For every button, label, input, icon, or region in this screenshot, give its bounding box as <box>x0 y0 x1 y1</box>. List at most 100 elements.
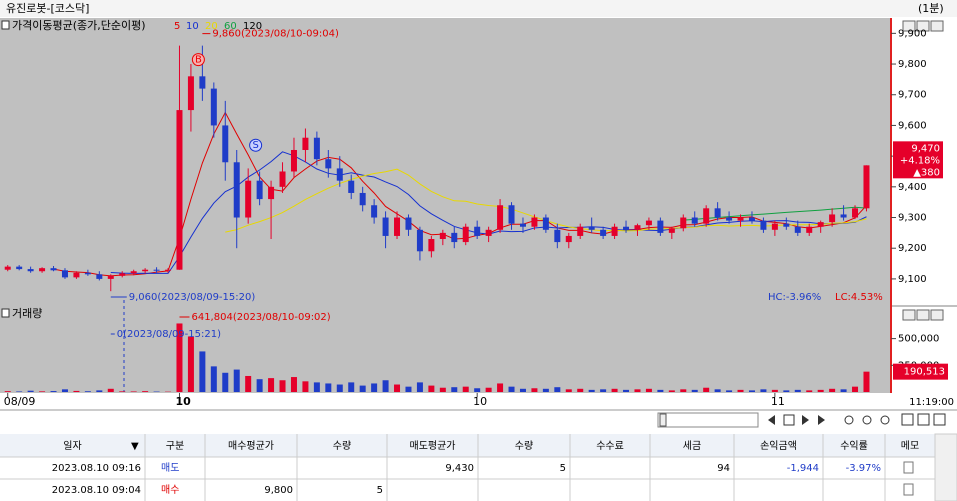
candle-body <box>233 162 240 218</box>
y-tick-label: 9,700 <box>898 90 927 101</box>
volume-bar <box>439 387 446 392</box>
candle-body <box>577 226 584 236</box>
candle-body <box>485 229 492 236</box>
column-header: 세금 <box>683 440 701 452</box>
column-header: 메모 <box>901 440 919 452</box>
candle-body <box>4 266 11 270</box>
candle-body <box>817 222 824 227</box>
x-tick-label: 10 <box>175 395 191 408</box>
candle-body <box>428 239 435 252</box>
candle-body <box>565 235 572 243</box>
volume-bar <box>691 389 698 392</box>
volume-bar <box>726 390 733 392</box>
sort-arrow[interactable]: ▼ <box>131 441 139 452</box>
candle-body <box>107 275 114 279</box>
candle-body <box>645 220 652 226</box>
candle-body <box>119 273 126 276</box>
volume-bar <box>771 389 778 392</box>
y-tick-label: 9,400 <box>898 182 927 193</box>
cell: -3.97% <box>846 463 881 474</box>
last-price-box <box>893 141 943 179</box>
volume-bar <box>325 383 332 392</box>
last-change-pct: +4.18% <box>900 155 940 166</box>
candle-body <box>439 232 446 240</box>
scroll-controls[interactable] <box>657 412 946 428</box>
column-header: 수량 <box>515 440 533 452</box>
x-tick-label: 10 <box>473 395 487 408</box>
volume-bar <box>382 380 389 392</box>
volume-bar <box>210 366 217 392</box>
note-label: 641,804(2023/08/10-09:02) <box>191 312 330 323</box>
y-tick-label: 9,100 <box>898 274 927 285</box>
y-tick-label: 500,000 <box>898 334 939 345</box>
panel-buttons[interactable] <box>902 20 944 321</box>
candle-body <box>313 137 320 160</box>
cell: -1,944 <box>787 463 819 474</box>
volume-bar <box>645 388 652 392</box>
volume-bar <box>714 389 721 392</box>
candle-body <box>210 88 217 126</box>
volume-bar <box>657 389 664 392</box>
volume-bar <box>119 391 126 392</box>
volume-bar <box>783 390 790 392</box>
cell: 94 <box>717 463 730 474</box>
volume-bar <box>817 389 824 392</box>
volume-bar <box>565 389 572 392</box>
volume-panel-label: 거래량 <box>12 307 42 320</box>
signal-label: S <box>252 140 258 151</box>
memo-icon[interactable] <box>903 483 914 496</box>
candle-body <box>611 226 618 236</box>
note-label: 0(2023/08/09-15:21) <box>117 329 221 340</box>
volume-bar <box>256 379 263 392</box>
candle-body <box>130 271 137 274</box>
candle-body <box>737 217 744 221</box>
volume-bar <box>27 390 34 392</box>
cell: 5 <box>377 485 383 496</box>
cell: 매수 <box>161 484 179 496</box>
volume-bar <box>531 388 538 392</box>
volume-bar <box>245 375 252 392</box>
last-change: ▲380 <box>913 167 940 178</box>
candle-body <box>497 205 504 230</box>
candle-body <box>405 217 412 230</box>
volume-bar <box>336 384 343 392</box>
signal-marker <box>191 53 205 67</box>
candle-body <box>726 217 733 221</box>
volume-bar <box>16 391 23 392</box>
volume-bar <box>73 390 80 392</box>
volume-bar <box>852 386 859 392</box>
volume-bar <box>497 383 504 392</box>
volume-bar <box>348 382 355 392</box>
volume-bar <box>61 389 68 392</box>
column-header: 매도평균가 <box>410 440 456 452</box>
volume-bar <box>703 387 710 392</box>
volume-bar <box>268 378 275 392</box>
volume-bar <box>634 389 641 392</box>
volume-bar <box>405 386 412 392</box>
volume-bar <box>142 391 149 392</box>
volume-bar <box>748 390 755 392</box>
ma-legend: 5 <box>174 21 180 32</box>
volume-bar <box>176 323 183 392</box>
volume-bar <box>794 389 801 392</box>
volume-bar <box>508 386 515 392</box>
volume-bar <box>84 391 91 392</box>
candle-body <box>73 272 80 278</box>
cell: 9,800 <box>264 485 293 496</box>
memo-icon[interactable] <box>903 461 914 474</box>
candle-body <box>794 226 801 233</box>
candle-body <box>668 228 675 233</box>
x-axis <box>0 393 957 410</box>
y-tick-label: 9,300 <box>898 213 927 224</box>
column-header: 손익금액 <box>760 440 797 452</box>
last-price: 9,470 <box>911 143 940 154</box>
column-header: 매수평균가 <box>228 440 274 452</box>
volume-bar <box>806 390 813 392</box>
column-header: 일자 <box>63 440 81 452</box>
candle-body <box>462 226 469 243</box>
candle-body <box>153 269 160 271</box>
volume-bar <box>187 336 194 392</box>
y-tick-label: 9,200 <box>898 243 927 254</box>
table-scrollbar[interactable] <box>934 433 957 501</box>
